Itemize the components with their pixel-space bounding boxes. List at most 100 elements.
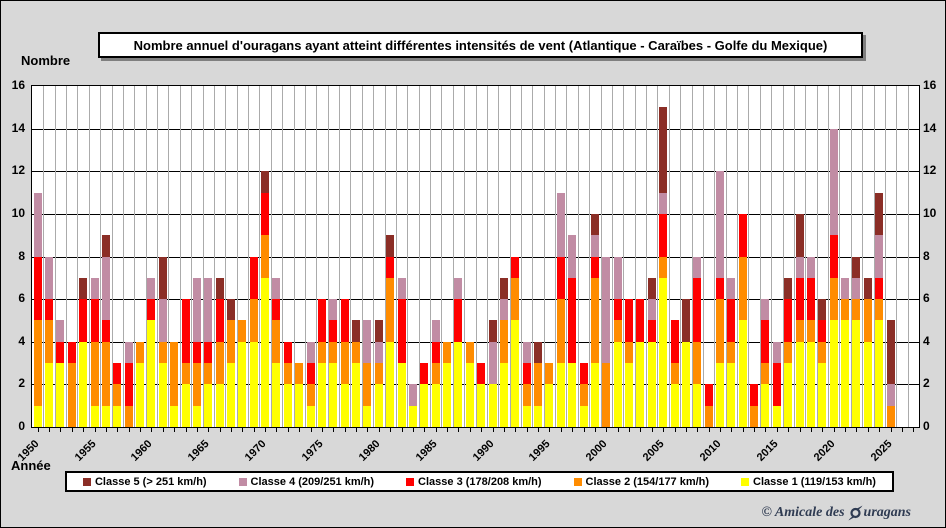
x-tick <box>845 428 847 432</box>
bar-1953-classe-2 <box>67 363 76 427</box>
x-tick <box>867 428 869 432</box>
x-tick <box>833 428 835 432</box>
bar-1950-classe-1 <box>33 405 42 427</box>
bar-1972-classe-3 <box>283 341 292 364</box>
x-tick <box>208 428 210 432</box>
x-tick-label-1995: 1995 <box>527 437 553 464</box>
bar-2025-classe-5 <box>886 320 895 385</box>
vgridline <box>646 86 648 427</box>
bar-1992-classe-3 <box>511 256 520 278</box>
bar-2020-classe-3 <box>829 235 838 278</box>
x-tick <box>287 428 289 432</box>
bar-2001-classe-4 <box>613 256 622 300</box>
vgridline <box>225 86 227 427</box>
x-tick <box>378 428 380 432</box>
x-tick-label-2005: 2005 <box>640 437 667 464</box>
bar-1985-classe-3 <box>431 341 440 364</box>
vgridline <box>43 86 45 427</box>
vgridline <box>259 86 261 427</box>
vgridline <box>327 86 329 427</box>
copyright-prefix: © Amicale des <box>761 505 845 520</box>
bar-1981-classe-5 <box>386 235 395 257</box>
bar-1991-classe-4 <box>499 299 508 321</box>
bar-2011-classe-2 <box>727 341 736 364</box>
bar-2004-classe-3 <box>647 320 656 342</box>
x-tick <box>458 428 460 432</box>
vgridline <box>771 86 773 427</box>
bar-2018-classe-2 <box>806 320 815 342</box>
vgridline <box>907 86 909 427</box>
x-tick <box>560 428 562 432</box>
x-tick <box>492 428 494 432</box>
bar-1978-classe-2 <box>352 341 361 364</box>
x-tick-label-2025: 2025 <box>868 437 895 464</box>
vgridline <box>248 86 250 427</box>
bar-1987-classe-1 <box>454 341 463 427</box>
x-tick <box>879 428 881 432</box>
bar-1986-classe-1 <box>443 363 452 427</box>
vgridline <box>623 86 625 427</box>
x-tick <box>799 428 801 432</box>
bar-1950-classe-2 <box>33 320 42 406</box>
bar-1968-classe-1 <box>238 341 247 427</box>
x-tick <box>185 428 187 432</box>
x-tick <box>617 428 619 432</box>
bar-1957-classe-2 <box>113 384 122 406</box>
bar-2019-classe-3 <box>818 320 827 342</box>
x-tick <box>629 428 631 432</box>
x-tick <box>708 428 710 432</box>
bar-1964-classe-4 <box>192 277 201 342</box>
bar-2014-classe-4 <box>761 299 770 321</box>
bar-2010-classe-2 <box>715 299 724 364</box>
bar-2011-classe-4 <box>727 277 736 300</box>
vgridline <box>77 86 79 427</box>
x-tick <box>503 428 505 432</box>
x-tick <box>276 428 278 432</box>
bar-2009-classe-2 <box>704 405 713 427</box>
bar-1984-classe-1 <box>420 384 429 427</box>
x-tick <box>401 428 403 432</box>
bar-2024-classe-1 <box>875 320 884 427</box>
vgridline <box>191 86 193 427</box>
bar-1986-classe-2 <box>443 341 452 364</box>
legend-label-classe-3: Classe 3 (178/208 km/h) <box>418 475 542 488</box>
bar-1954-classe-1 <box>79 341 88 427</box>
x-tick <box>151 428 153 432</box>
bar-1970-classe-2 <box>261 235 270 278</box>
bar-2006-classe-3 <box>670 320 679 364</box>
bar-1963-classe-2 <box>181 363 190 385</box>
bar-1956-classe-2 <box>101 341 110 406</box>
bar-1992-classe-2 <box>511 277 520 321</box>
bar-2015-classe-1 <box>772 405 781 427</box>
bar-1993-classe-3 <box>522 363 531 385</box>
bar-2018-classe-3 <box>806 277 815 321</box>
vgridline <box>282 86 284 427</box>
x-tick <box>140 428 142 432</box>
bar-1995-classe-2 <box>545 363 554 385</box>
y-label-left-10: 10 <box>11 205 25 220</box>
vgridline <box>145 86 147 427</box>
bar-1979-classe-2 <box>363 363 372 406</box>
bar-1990-classe-4 <box>488 341 497 385</box>
x-tick <box>37 428 39 432</box>
bar-2024-classe-5 <box>875 192 884 236</box>
x-tick-label-2000: 2000 <box>584 437 610 464</box>
bar-1973-classe-1 <box>295 384 304 427</box>
bar-2006-classe-1 <box>670 384 679 427</box>
x-tick <box>731 428 733 432</box>
bar-1979-classe-4 <box>363 320 372 364</box>
x-tick <box>742 428 744 432</box>
x-tick <box>594 428 596 432</box>
bar-1999-classe-2 <box>590 277 599 364</box>
vgridline <box>384 86 386 427</box>
x-tick <box>390 428 392 432</box>
y-label-left-0: 0 <box>18 419 25 433</box>
vgridline <box>179 86 181 427</box>
vgridline <box>100 86 102 427</box>
bar-1993-classe-4 <box>522 341 531 364</box>
bar-1972-classe-1 <box>283 384 292 427</box>
vgridline <box>486 86 488 427</box>
x-tick <box>196 428 198 432</box>
bar-1971-classe-3 <box>272 299 281 321</box>
vgridline <box>270 86 272 427</box>
